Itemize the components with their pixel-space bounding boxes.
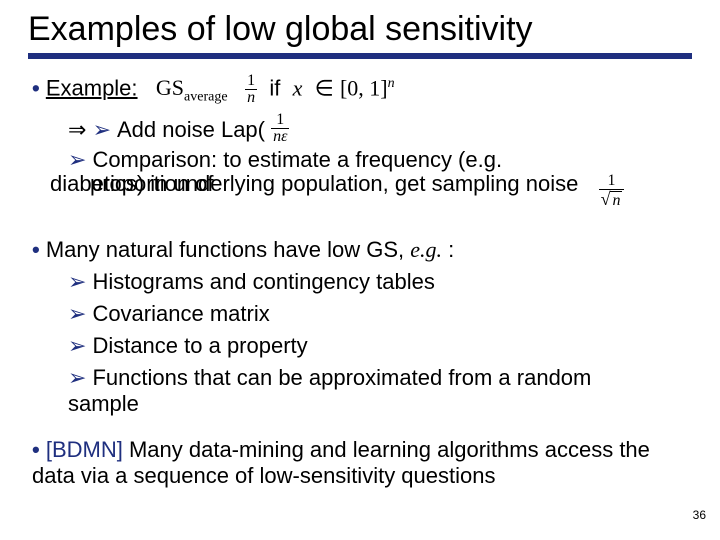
slide: Examples of low global sensitivity • Exa… — [0, 0, 720, 540]
bdmn-line: • [BDMN] Many data-mining and learning a… — [32, 437, 692, 489]
item-text: Histograms and contingency tables — [92, 269, 434, 294]
frac-1-over-n: 1 n — [245, 73, 257, 106]
list-item: Covariance matrix — [68, 301, 692, 327]
if-text: if — [269, 75, 280, 100]
sqrt-icon: √ — [601, 189, 611, 209]
bdmn-tag: [BDMN] — [46, 437, 123, 462]
item-text: Functions that can be approximated from … — [68, 365, 591, 416]
list-item: Functions that can be approximated from … — [68, 365, 692, 417]
frac-den: n — [245, 90, 257, 106]
domain-x: x — [293, 75, 303, 100]
comparison-line2b: proportion of — [90, 171, 214, 197]
bullet-dot-icon: • — [32, 75, 40, 100]
list-item: Distance to a property — [68, 333, 692, 359]
frac-1-over-ne: 1 nε — [271, 112, 289, 145]
list-item: Histograms and contingency tables — [68, 269, 692, 295]
title-rule — [28, 53, 692, 59]
frac-1-over-sqrt-n: 1 √n — [599, 173, 625, 209]
many-colon: : — [448, 237, 454, 262]
frac-num: 1 — [245, 73, 257, 90]
many-line: • Many natural functions have low GS, e.… — [32, 237, 692, 263]
bdmn-text: Many data-mining and learning algorithms… — [32, 437, 650, 488]
add-noise-lead: Add noise Lap( — [117, 117, 265, 142]
example-line: • Example: GSaverage = 1 n if x ∈ [0, 1]… — [32, 73, 692, 106]
gs-sub: average — [184, 90, 228, 105]
chevron-icon — [68, 365, 92, 390]
domain-in: ∈ — [315, 75, 334, 100]
bullet-dot-icon: • — [32, 237, 40, 262]
item-text: Covariance matrix — [92, 301, 269, 326]
slide-title: Examples of low global sensitivity — [28, 10, 692, 49]
gs-symbol: GSaverage — [156, 75, 233, 100]
frac-den: nε — [271, 129, 289, 145]
page-number: 36 — [693, 508, 706, 522]
gs-text: GS — [156, 75, 184, 100]
sub-comparison-line2: diabetics) in underlying population, get… — [50, 171, 692, 209]
domain-exp: n — [388, 76, 395, 91]
chevron-icon — [68, 147, 92, 172]
domain-interval: [0, 1] — [340, 75, 388, 100]
frac-num: 1 — [599, 173, 625, 190]
comparison-line1: Comparison: to estimate a frequency (e.g… — [92, 147, 502, 172]
chevron-icon — [68, 301, 92, 326]
many-lead: Many natural functions have low GS, — [46, 237, 404, 262]
eg-text: e.g. — [410, 237, 442, 262]
implies-icon: ⇒ — [68, 117, 86, 142]
frac-num: 1 — [271, 112, 289, 129]
sub-add-noise: ⇒ Add noise Lap( 1 nε ) — [68, 112, 692, 145]
example-label: Example: — [46, 75, 138, 100]
chevron-icon — [68, 269, 92, 294]
chevron-icon — [93, 117, 117, 142]
bullet-dot-icon: • — [32, 437, 40, 462]
item-text: Distance to a property — [92, 333, 307, 358]
frac-den: √n — [599, 190, 625, 209]
chevron-icon — [68, 333, 92, 358]
sub-comparison: Comparison: to estimate a frequency (e.g… — [68, 147, 692, 173]
